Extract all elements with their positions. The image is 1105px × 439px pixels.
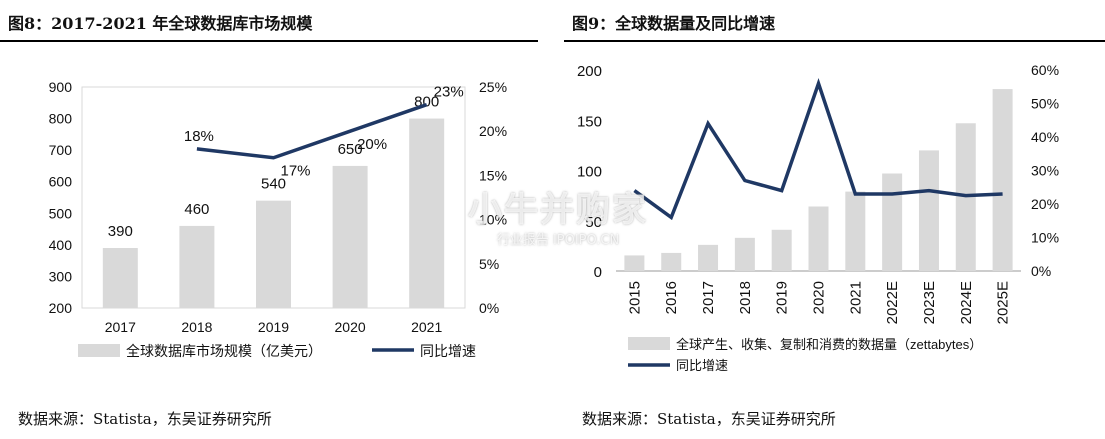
bar (624, 255, 645, 271)
bar-data-label: 540 (261, 176, 286, 193)
left-figure-title: 图8：2017-2021 年全球数据库市场规模 (8, 14, 313, 33)
y2-tick-label: 40% (1031, 129, 1059, 145)
bar-data-label: 650 (338, 141, 363, 158)
x-tick-label: 2019 (774, 281, 791, 314)
y2-tick-label: 20% (1031, 196, 1059, 212)
right-chart: 0 50 100 150 200 0% 10% 20% 30% 40% 50% 60% 2015 2016… (577, 62, 1059, 373)
bar-data-label: 460 (184, 201, 209, 218)
y-tick-label: 300 (49, 268, 73, 284)
legend-bar-swatch (78, 344, 120, 357)
y-tick-label: 600 (49, 174, 73, 190)
x-tick-label: 2018 (737, 281, 754, 314)
left-source-note: 数据来源：Statista，东吴证券研究所 (18, 410, 272, 428)
y2-tick-label: 30% (1031, 163, 1059, 179)
bar (409, 118, 445, 308)
x-tick-label: 2020 (335, 319, 366, 335)
y-tick-label: 150 (577, 113, 602, 130)
legend-line-label: 同比增速 (676, 358, 728, 373)
line-data-label: 20% (357, 136, 387, 153)
bar (808, 206, 829, 271)
line-data-label: 23% (434, 84, 464, 101)
bar (332, 165, 368, 308)
x-tick-label: 2022E (884, 281, 901, 324)
x-tick-label: 2024E (958, 281, 975, 324)
y-tick-label: 200 (577, 63, 602, 80)
line-data-label: 18% (184, 128, 214, 145)
bar (698, 244, 719, 271)
bar (845, 191, 866, 271)
y2-tick-label: 25% (479, 79, 507, 95)
left-panel: 图8：2017-2021 年全球数据库市场规模 200 300 400 500 600 7… (0, 0, 538, 439)
y-tick-label: 400 (49, 237, 73, 253)
y2-tick-label: 0% (1031, 263, 1051, 279)
bar (179, 225, 215, 308)
bar (734, 237, 755, 271)
y-tick-label: 700 (49, 142, 73, 158)
x-tick-label: 2020 (811, 281, 828, 314)
right-figure-title: 图9：全球数据量及同比增速 (572, 14, 776, 33)
legend-bar-label: 全球数据库市场规模（亿美元） (126, 343, 322, 359)
legend-line-label: 同比增速 (420, 343, 476, 359)
x-tick-label: 2018 (181, 319, 212, 335)
y2-tick-label: 5% (479, 256, 499, 272)
x-tick-label: 2019 (258, 319, 289, 335)
y2-tick-label: 50% (1031, 96, 1059, 112)
x-tick-label: 2017 (700, 281, 717, 314)
y-tick-label: 50 (585, 214, 602, 231)
y-tick-label: 0 (594, 264, 602, 281)
x-tick-label: 2015 (626, 281, 643, 314)
y2-tick-label: 60% (1031, 62, 1059, 78)
bar (661, 252, 682, 271)
y-tick-label: 900 (49, 79, 73, 95)
y-tick-label: 100 (577, 164, 602, 181)
bar (771, 229, 792, 271)
x-tick-label: 2025E (995, 281, 1012, 324)
bar (992, 89, 1013, 271)
bar (102, 248, 138, 308)
x-tick-label: 2017 (105, 319, 136, 335)
growth-line (196, 103, 428, 160)
legend-bar-swatch (628, 337, 670, 350)
right-title-rule (564, 40, 1105, 42)
right-source-note: 数据来源：Statista，东吴证券研究所 (582, 410, 836, 428)
y-tick-label: 200 (49, 300, 73, 316)
y2-tick-label: 0% (479, 300, 499, 316)
growth-line (633, 77, 1003, 221)
legend-bar-label: 全球产生、收集、复制和消费的数据量（zettabytes） (676, 337, 982, 352)
bar (918, 150, 939, 271)
y2-tick-label: 15% (479, 167, 507, 183)
y-tick-label: 500 (49, 205, 73, 221)
y-tick-label: 800 (49, 111, 73, 127)
left-title-rule (0, 40, 538, 42)
y2-tick-label: 10% (1031, 230, 1059, 246)
right-panel: 图9：全球数据量及同比增速 0 50 100 150 200 0% 10% 20% 30% 40%… (564, 0, 1105, 439)
y2-tick-label: 10% (479, 212, 507, 228)
bar-data-label: 390 (108, 223, 133, 240)
left-chart: 200 300 400 500 600 700 800 900 0% 5% 10% 15% 20% 25%… (49, 79, 507, 359)
x-tick-label: 2016 (663, 281, 680, 314)
line-data-label: 17% (280, 163, 310, 180)
x-tick-label: 2021 (847, 281, 864, 314)
bar (256, 200, 291, 308)
y2-tick-label: 20% (479, 123, 507, 139)
bar (882, 173, 903, 271)
x-tick-label: 2021 (411, 319, 442, 335)
x-tick-label: 2023E (921, 281, 938, 324)
